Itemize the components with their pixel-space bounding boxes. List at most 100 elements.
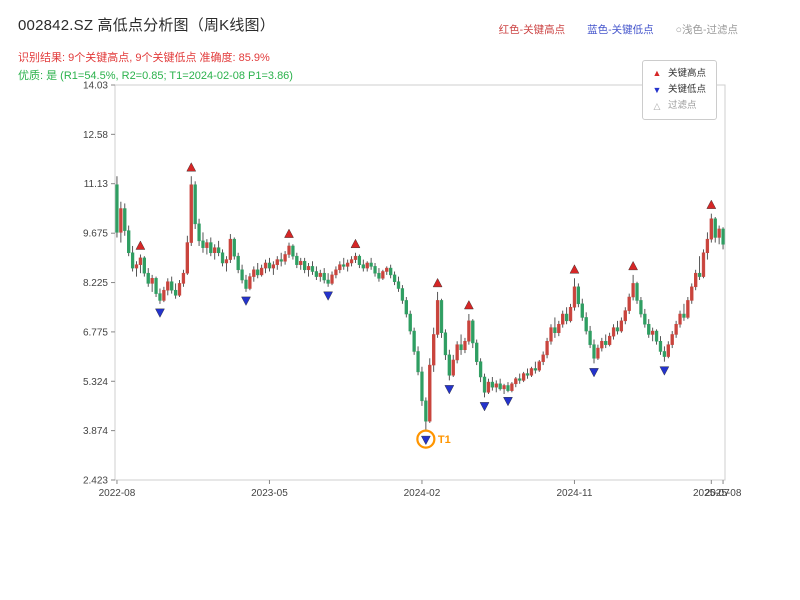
candle <box>674 323 678 335</box>
y-tick-label: 12.58 <box>83 130 108 141</box>
candle <box>694 272 698 288</box>
candle <box>338 264 342 271</box>
candle <box>592 344 596 359</box>
candle <box>572 286 577 308</box>
candle <box>541 354 545 362</box>
page-title: 002842.SZ 高低点分析图（周K线图） <box>18 17 275 34</box>
candle <box>416 351 420 373</box>
candle <box>713 218 717 238</box>
candle <box>670 334 674 345</box>
candle <box>346 262 350 267</box>
candle <box>506 385 510 391</box>
candle <box>424 400 428 422</box>
triangle-hollow-icon: △ <box>653 100 661 111</box>
candle <box>658 341 663 352</box>
candle <box>142 257 146 274</box>
t1-label: T1 <box>438 434 451 446</box>
candle <box>584 317 588 332</box>
candle <box>475 342 479 362</box>
key-high-markers <box>135 162 717 310</box>
candle <box>690 286 694 301</box>
candle <box>267 262 272 269</box>
candle <box>353 255 358 260</box>
axes: 2.423 3.874 5.324 6.775 8.225 9.675 11.13 12.58… <box>83 81 742 500</box>
candle <box>236 255 240 271</box>
top-legend: 红色-关键高点 蓝色-关键低点 ○浅色-过滤点 <box>477 22 738 37</box>
candle <box>349 259 354 264</box>
candle <box>279 259 283 262</box>
candle <box>263 262 268 269</box>
y-tick-label: 2.423 <box>83 476 108 487</box>
candle <box>158 293 162 301</box>
candle <box>162 289 166 301</box>
candle <box>643 313 647 325</box>
candle <box>498 383 502 390</box>
candle <box>232 238 236 257</box>
candle <box>256 269 260 276</box>
candle <box>482 376 487 393</box>
candle <box>310 266 315 272</box>
y-tick-label: 3.874 <box>83 426 108 437</box>
candle <box>173 289 178 296</box>
candle <box>678 313 682 325</box>
x-tick-label: 2024-02 <box>404 488 441 499</box>
triangle-down-icon: ▼ <box>652 84 662 95</box>
candle <box>654 330 659 342</box>
candle <box>514 378 518 385</box>
candle <box>287 245 291 255</box>
legend-item: ▼ 关键低点 <box>650 82 706 98</box>
t1-marker: T1 <box>416 429 451 449</box>
candle <box>127 230 131 254</box>
candle <box>639 300 643 315</box>
candle <box>666 344 670 357</box>
candle <box>404 300 408 315</box>
candle <box>154 278 158 294</box>
top-legend-item: 蓝色-关键低点 <box>587 24 654 36</box>
candle <box>150 278 154 284</box>
y-tick-label: 5.324 <box>83 377 108 388</box>
candle <box>607 335 612 345</box>
candle <box>428 364 432 422</box>
candle <box>271 264 276 269</box>
candle <box>451 359 455 376</box>
candle <box>478 361 483 378</box>
top-legend-item: ○浅色-过滤点 <box>675 24 738 36</box>
candle <box>557 323 561 333</box>
candle <box>697 272 702 277</box>
candle <box>518 378 522 381</box>
candle <box>443 332 448 356</box>
candle <box>326 279 330 284</box>
top-legend-item: 红色-关键高点 <box>498 24 566 36</box>
y-tick-label: 6.775 <box>83 327 108 338</box>
candle <box>240 269 244 281</box>
candle <box>244 279 248 289</box>
candle <box>494 383 498 388</box>
candle <box>682 313 686 318</box>
candle <box>252 269 256 277</box>
candle <box>631 283 635 298</box>
candle <box>611 327 616 337</box>
candle <box>334 269 338 276</box>
candle <box>455 344 459 361</box>
candle <box>721 228 725 245</box>
candle <box>635 283 639 301</box>
candle <box>365 262 369 269</box>
legend-item: △ 过滤点 <box>650 98 706 114</box>
chart-legend: ▲ 关键高点 ▼ 关键低点 △ 过滤点 <box>642 60 718 121</box>
candle <box>342 264 346 267</box>
candle <box>467 320 471 342</box>
candle <box>170 281 174 291</box>
legend-item-label: 过滤点 <box>668 100 697 112</box>
candle <box>318 272 322 277</box>
candle <box>119 208 123 233</box>
candle <box>604 341 608 345</box>
candle <box>568 306 573 322</box>
candle <box>130 252 135 269</box>
candle <box>166 281 170 291</box>
candle <box>377 272 381 279</box>
candle <box>619 320 624 332</box>
candle <box>576 286 581 305</box>
candle <box>701 252 706 277</box>
